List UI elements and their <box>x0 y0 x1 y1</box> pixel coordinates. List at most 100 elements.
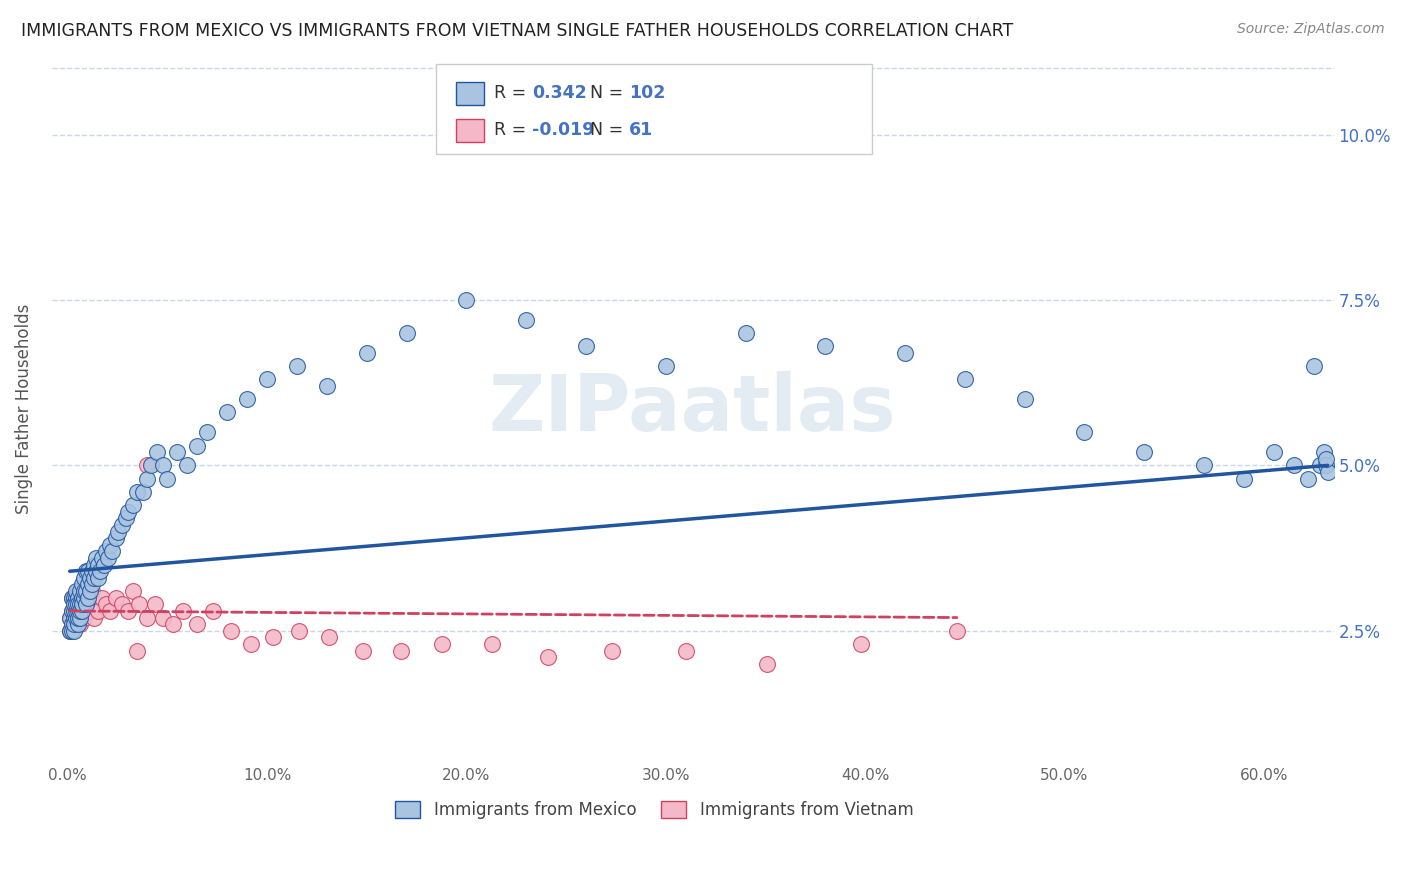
Point <box>70 591 93 605</box>
Point <box>1316 465 1339 479</box>
Point <box>122 498 145 512</box>
Point <box>66 604 89 618</box>
Point <box>62 610 84 624</box>
Point <box>456 293 478 307</box>
Point <box>65 604 87 618</box>
Point <box>90 551 112 566</box>
Point <box>240 637 263 651</box>
Point <box>814 339 837 353</box>
FancyBboxPatch shape <box>436 63 872 154</box>
Point <box>1296 472 1319 486</box>
Point <box>176 458 198 473</box>
Point <box>65 610 87 624</box>
Point <box>65 591 87 605</box>
Point <box>202 604 225 618</box>
Point <box>59 624 82 638</box>
Point <box>69 597 91 611</box>
Point <box>62 591 84 605</box>
Point <box>79 571 101 585</box>
Point <box>136 458 159 473</box>
Point <box>515 313 537 327</box>
Point <box>136 472 159 486</box>
Point <box>141 458 163 473</box>
Point <box>72 591 94 605</box>
Point <box>66 610 89 624</box>
Point <box>1309 458 1331 473</box>
Point <box>849 637 872 651</box>
Point <box>537 650 560 665</box>
Point <box>1282 458 1305 473</box>
Point <box>953 372 976 386</box>
Point <box>83 571 105 585</box>
Point <box>65 584 87 599</box>
Point <box>66 591 89 605</box>
Point <box>152 610 174 624</box>
Point <box>94 597 117 611</box>
Point <box>136 610 159 624</box>
Point <box>84 551 107 566</box>
Point <box>98 538 121 552</box>
Point <box>69 604 91 618</box>
Point <box>675 643 697 657</box>
Point <box>76 597 98 611</box>
Point <box>59 610 82 624</box>
Point <box>104 591 127 605</box>
Point <box>114 511 136 525</box>
Point <box>60 591 83 605</box>
Point <box>110 597 132 611</box>
Point <box>132 484 155 499</box>
Text: 102: 102 <box>628 85 665 103</box>
Point <box>70 604 93 618</box>
Text: R =: R = <box>494 85 531 103</box>
Point <box>352 643 374 657</box>
Point <box>256 372 278 386</box>
Point <box>86 558 108 572</box>
Point <box>90 591 112 605</box>
Point <box>70 597 93 611</box>
Point <box>69 591 91 605</box>
Point <box>1133 445 1156 459</box>
Point <box>75 564 97 578</box>
Point <box>217 405 239 419</box>
Point <box>65 591 87 605</box>
Point <box>72 591 94 605</box>
Point <box>98 604 121 618</box>
Point <box>66 584 89 599</box>
Text: 0.342: 0.342 <box>533 85 588 103</box>
Point <box>89 564 111 578</box>
Point <box>79 604 101 618</box>
Text: IMMIGRANTS FROM MEXICO VS IMMIGRANTS FROM VIETNAM SINGLE FATHER HOUSEHOLDS CORRE: IMMIGRANTS FROM MEXICO VS IMMIGRANTS FRO… <box>21 22 1014 40</box>
Point <box>70 577 93 591</box>
Text: N =: N = <box>591 85 628 103</box>
Point <box>69 617 91 632</box>
Point <box>1014 392 1036 407</box>
Point <box>219 624 242 638</box>
Point <box>127 484 149 499</box>
Point <box>80 577 103 591</box>
Point <box>66 617 89 632</box>
Point <box>60 604 83 618</box>
Point <box>60 617 83 632</box>
Point <box>97 551 120 566</box>
Point <box>75 597 97 611</box>
Point <box>117 604 139 618</box>
Point <box>389 643 412 657</box>
Point <box>72 571 94 585</box>
Point <box>734 326 756 340</box>
Point <box>655 359 678 373</box>
Point <box>75 584 97 599</box>
Point <box>172 604 194 618</box>
Point <box>60 624 83 638</box>
Point <box>395 326 418 340</box>
Point <box>62 617 84 632</box>
Point <box>432 637 454 651</box>
Point <box>60 591 83 605</box>
Point <box>60 604 83 618</box>
Point <box>59 610 82 624</box>
Point <box>62 624 84 638</box>
Point <box>70 597 93 611</box>
Point <box>127 643 149 657</box>
Point <box>145 597 167 611</box>
Point <box>1263 445 1285 459</box>
Point <box>122 584 145 599</box>
